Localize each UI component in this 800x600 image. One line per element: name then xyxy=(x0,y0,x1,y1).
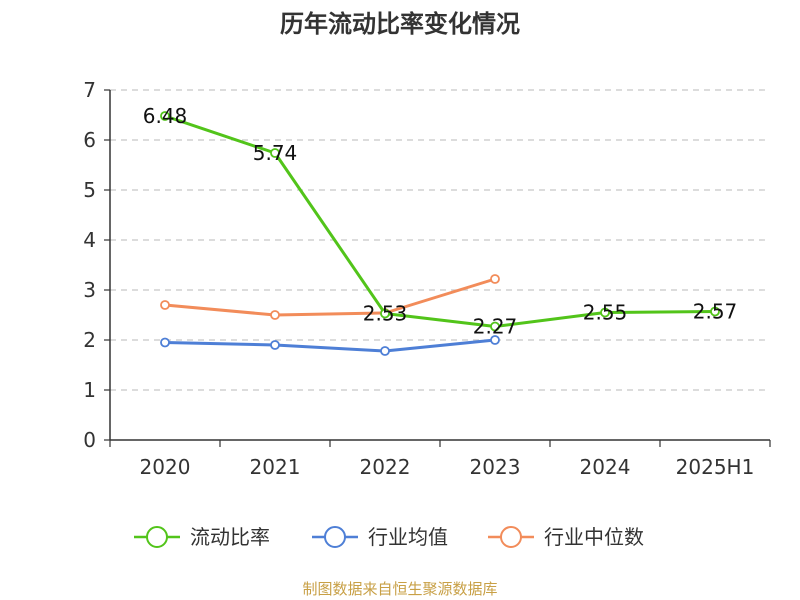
series-line xyxy=(164,277,496,317)
legend-item[interactable]: 流动比率 xyxy=(134,525,270,549)
y-tick-label: 2 xyxy=(83,328,96,352)
legend-item[interactable]: 行业中位数 xyxy=(488,525,644,549)
data-labels: 6.48 5.74 2.53 2.27 2.55 2.57 xyxy=(143,104,738,339)
data-point xyxy=(160,300,170,310)
x-tick-label: 2023 xyxy=(470,455,521,479)
legend-marker-icon xyxy=(146,526,168,548)
data-point xyxy=(270,340,280,350)
y-tick-label: 3 xyxy=(83,278,96,302)
data-point xyxy=(380,308,390,319)
y-tick-label: 5 xyxy=(83,178,96,202)
source-note: 制图数据来自恒生聚源数据库 xyxy=(302,580,497,598)
legend-item[interactable]: 行业均值 xyxy=(312,525,448,549)
data-point xyxy=(600,307,610,318)
data-point xyxy=(490,274,500,284)
data-point xyxy=(160,111,170,121)
axes: 0 1 2 3 4 5 6 7 2020 2021 2022 2023 2024 2025H1 xyxy=(83,78,771,479)
legend-label: 行业中位数 xyxy=(544,525,644,549)
x-tick-label: 2025H1 xyxy=(676,455,755,479)
data-point xyxy=(380,346,390,356)
y-tick-label: 6 xyxy=(83,128,96,152)
data-label: 6.48 xyxy=(143,104,188,128)
data-point xyxy=(270,310,280,320)
data-point xyxy=(160,337,170,348)
y-tick-label: 7 xyxy=(83,78,96,102)
data-point xyxy=(710,306,720,317)
x-tick-label: 2021 xyxy=(250,455,301,479)
data-label: 2.57 xyxy=(693,300,738,324)
legend-label: 流动比率 xyxy=(190,525,270,549)
data-label: 2.53 xyxy=(363,302,408,326)
series-layer xyxy=(160,111,720,356)
data-label: 2.55 xyxy=(583,301,628,325)
grid-lines xyxy=(110,89,770,391)
legend-marker-icon xyxy=(500,526,522,548)
data-point xyxy=(490,335,500,345)
series-line xyxy=(164,338,496,353)
data-point xyxy=(270,148,280,158)
chart-title: 历年流动比率变化情况 xyxy=(280,10,520,38)
x-tick-label: 2020 xyxy=(140,455,191,479)
x-tick-label: 2024 xyxy=(580,455,631,479)
data-label: 2.27 xyxy=(473,315,518,339)
legend: 流动比率 行业均值 行业中位数 xyxy=(134,525,644,549)
y-tick-label: 4 xyxy=(83,228,96,252)
y-tick-label: 0 xyxy=(83,428,96,452)
legend-marker-icon xyxy=(324,526,346,548)
series-line xyxy=(164,114,716,328)
data-label: 5.74 xyxy=(253,141,298,165)
data-point xyxy=(490,321,500,332)
x-tick-label: 2022 xyxy=(360,455,411,479)
legend-label: 行业均值 xyxy=(368,525,448,549)
y-tick-label: 1 xyxy=(83,378,96,402)
